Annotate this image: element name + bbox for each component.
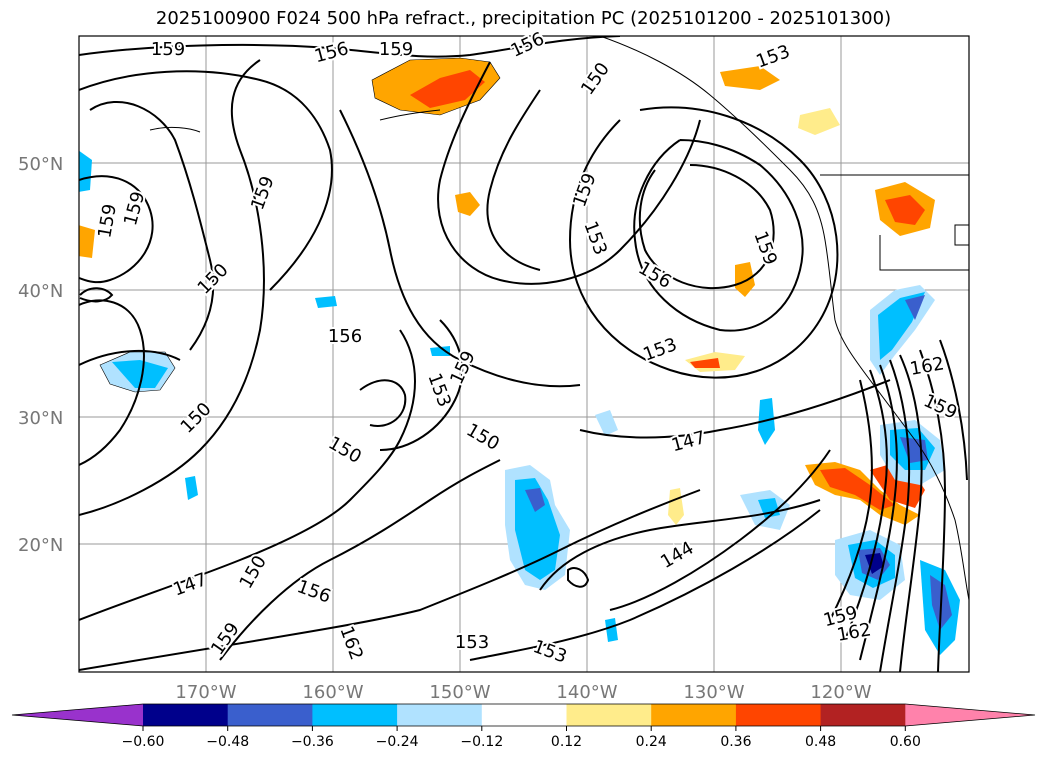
lon-label-170w: 170°W — [175, 682, 236, 703]
colorbar-tick-label: 0.24 — [636, 734, 667, 750]
lon-label-140w: 140°W — [556, 682, 617, 703]
colorbar-segment — [143, 704, 229, 726]
colorbar-segment — [481, 704, 567, 726]
colorbar-tick-label: −0.48 — [206, 734, 249, 750]
lat-label-20n: 20°N — [18, 535, 63, 556]
positive-precip-shading — [79, 57, 935, 525]
lon-label-160w: 160°W — [302, 682, 363, 703]
lon-label-150w: 150°W — [429, 682, 490, 703]
colorbar-extend-low — [12, 704, 143, 726]
map-title: 2025100900 F024 500 hPa refract., precip… — [155, 8, 892, 29]
colorbar-segment — [312, 704, 398, 726]
colorbar-tick-labels: −0.60 −0.48 −0.36 −0.24 −0.12 0.12 0.24 0.36 0.4… — [122, 726, 921, 750]
map-border — [78, 35, 970, 673]
colorbar-segment — [651, 704, 737, 726]
lat-label-50n: 50°N — [18, 154, 63, 175]
lat-label-30n: 30°N — [18, 408, 63, 429]
lon-label-130w: 130°W — [683, 682, 744, 703]
colorbar — [11, 703, 1036, 727]
contour-label: 159 — [379, 39, 413, 60]
colorbar-tick-label: −0.60 — [122, 734, 165, 750]
colorbar-segment — [820, 704, 906, 726]
colorbar-tick-label: −0.12 — [460, 734, 503, 750]
contour-label: 153 — [455, 632, 489, 653]
colorbar-segment — [227, 704, 313, 726]
contour-label: 156 — [328, 326, 362, 347]
latitude-labels: 50°N 40°N 30°N 20°N — [18, 154, 63, 556]
lat-label-40n: 40°N — [18, 281, 63, 302]
refractivity-contours — [79, 36, 968, 672]
colorbar-tick-label: 0.60 — [890, 734, 921, 750]
lon-label-120w: 120°W — [810, 682, 871, 703]
colorbar-segment — [735, 704, 822, 726]
contour-label: 159 — [151, 39, 185, 60]
colorbar-segment — [397, 704, 483, 726]
longitude-labels: 170°W 160°W 150°W 140°W 130°W 120°W — [175, 682, 871, 703]
colorbar-tick-label: 0.48 — [805, 734, 836, 750]
colorbar-tick-label: 0.12 — [551, 734, 582, 750]
colorbar-segment — [566, 704, 652, 726]
colorbar-tick-label: 0.36 — [720, 734, 751, 750]
colorbar-extend-high — [905, 704, 1035, 726]
coastlines — [149, 36, 969, 601]
colorbar-tick-label: −0.36 — [291, 734, 334, 750]
colorbar-tick-label: −0.24 — [376, 734, 419, 750]
